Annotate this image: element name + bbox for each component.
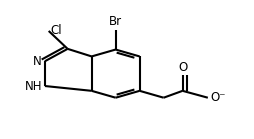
Text: Cl: Cl [50,24,61,38]
Text: O⁻: O⁻ [210,91,226,104]
Text: Br: Br [109,15,122,28]
Text: N: N [33,55,42,68]
Text: NH: NH [25,80,42,93]
Text: O: O [178,61,187,74]
